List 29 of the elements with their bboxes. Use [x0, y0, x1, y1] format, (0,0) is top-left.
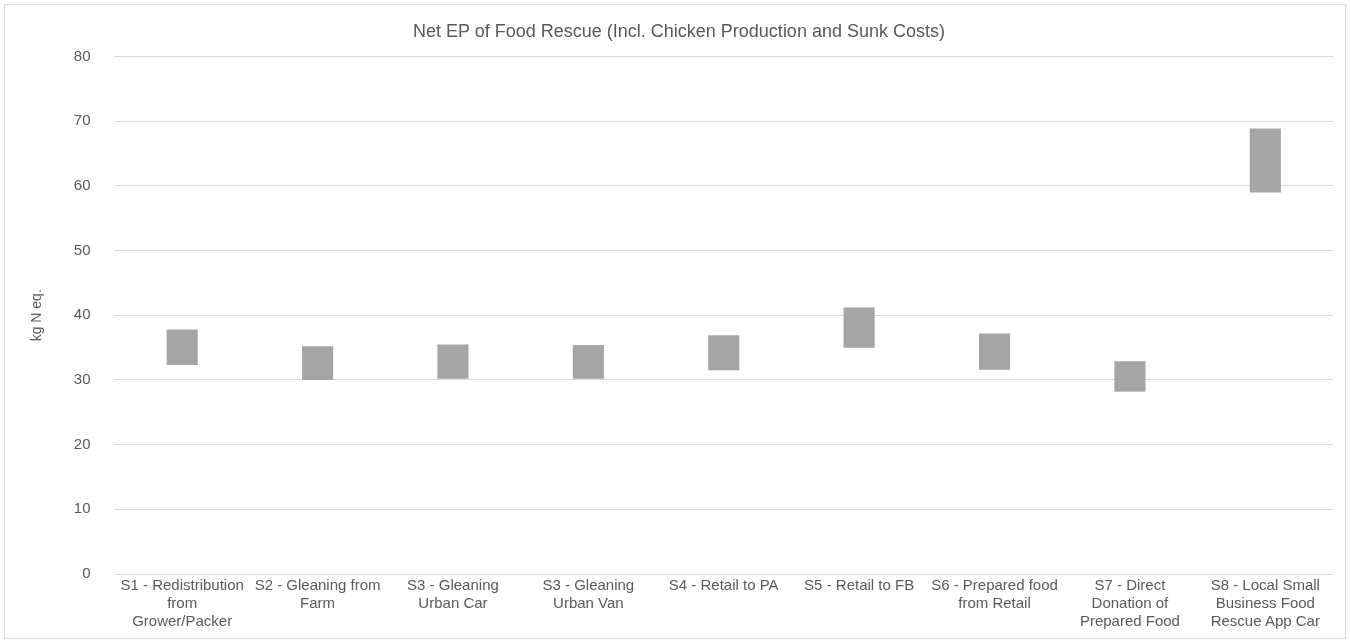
y-tick-label: 60: [73, 176, 91, 194]
x-tick-label: S8 - Local Small Business Food Rescue App Car: [1210, 576, 1320, 630]
y-tick-label: 40: [73, 305, 91, 323]
x-tick-label: S3 - Gleaning Urban Van: [542, 576, 635, 612]
y-tick-label: 30: [73, 370, 91, 388]
y-tick-label: 10: [73, 499, 91, 517]
y-tick-label: 20: [73, 434, 91, 452]
x-tick-label: S3 - Gleaning Urban Car: [407, 576, 499, 612]
y-tick-label: 70: [73, 111, 91, 129]
x-tick-label: S7 - Direct Donation of Prepared Food: [1079, 576, 1180, 630]
bar: [437, 344, 469, 379]
x-tick-label: S6 - Prepared food from Retail: [931, 576, 1058, 612]
bar: [978, 333, 1011, 370]
y-tick-label: 50: [73, 240, 91, 258]
bar: [843, 307, 875, 348]
bar: [572, 345, 604, 379]
x-tick-label: S4 - Retail to PA: [668, 576, 779, 594]
bar: [302, 346, 334, 380]
chart-title: Net EP of Food Rescue (Incl. Chicken Production and Sunk Costs): [413, 20, 945, 41]
bar: [166, 329, 198, 366]
bar: [1114, 361, 1146, 392]
y-tick-label: 0: [82, 564, 91, 582]
bar: [1249, 128, 1281, 193]
y-tick-label: 80: [73, 46, 91, 64]
x-tick-label: S5 - Retail to FB: [804, 576, 915, 594]
x-tick-label: S2 - Gleaning from Farm: [254, 576, 381, 612]
x-tick-label: S1 - Redistribution from Grower/Packer: [120, 576, 244, 630]
y-axis-title: kg N eq.: [28, 289, 45, 342]
bar: [708, 335, 740, 371]
